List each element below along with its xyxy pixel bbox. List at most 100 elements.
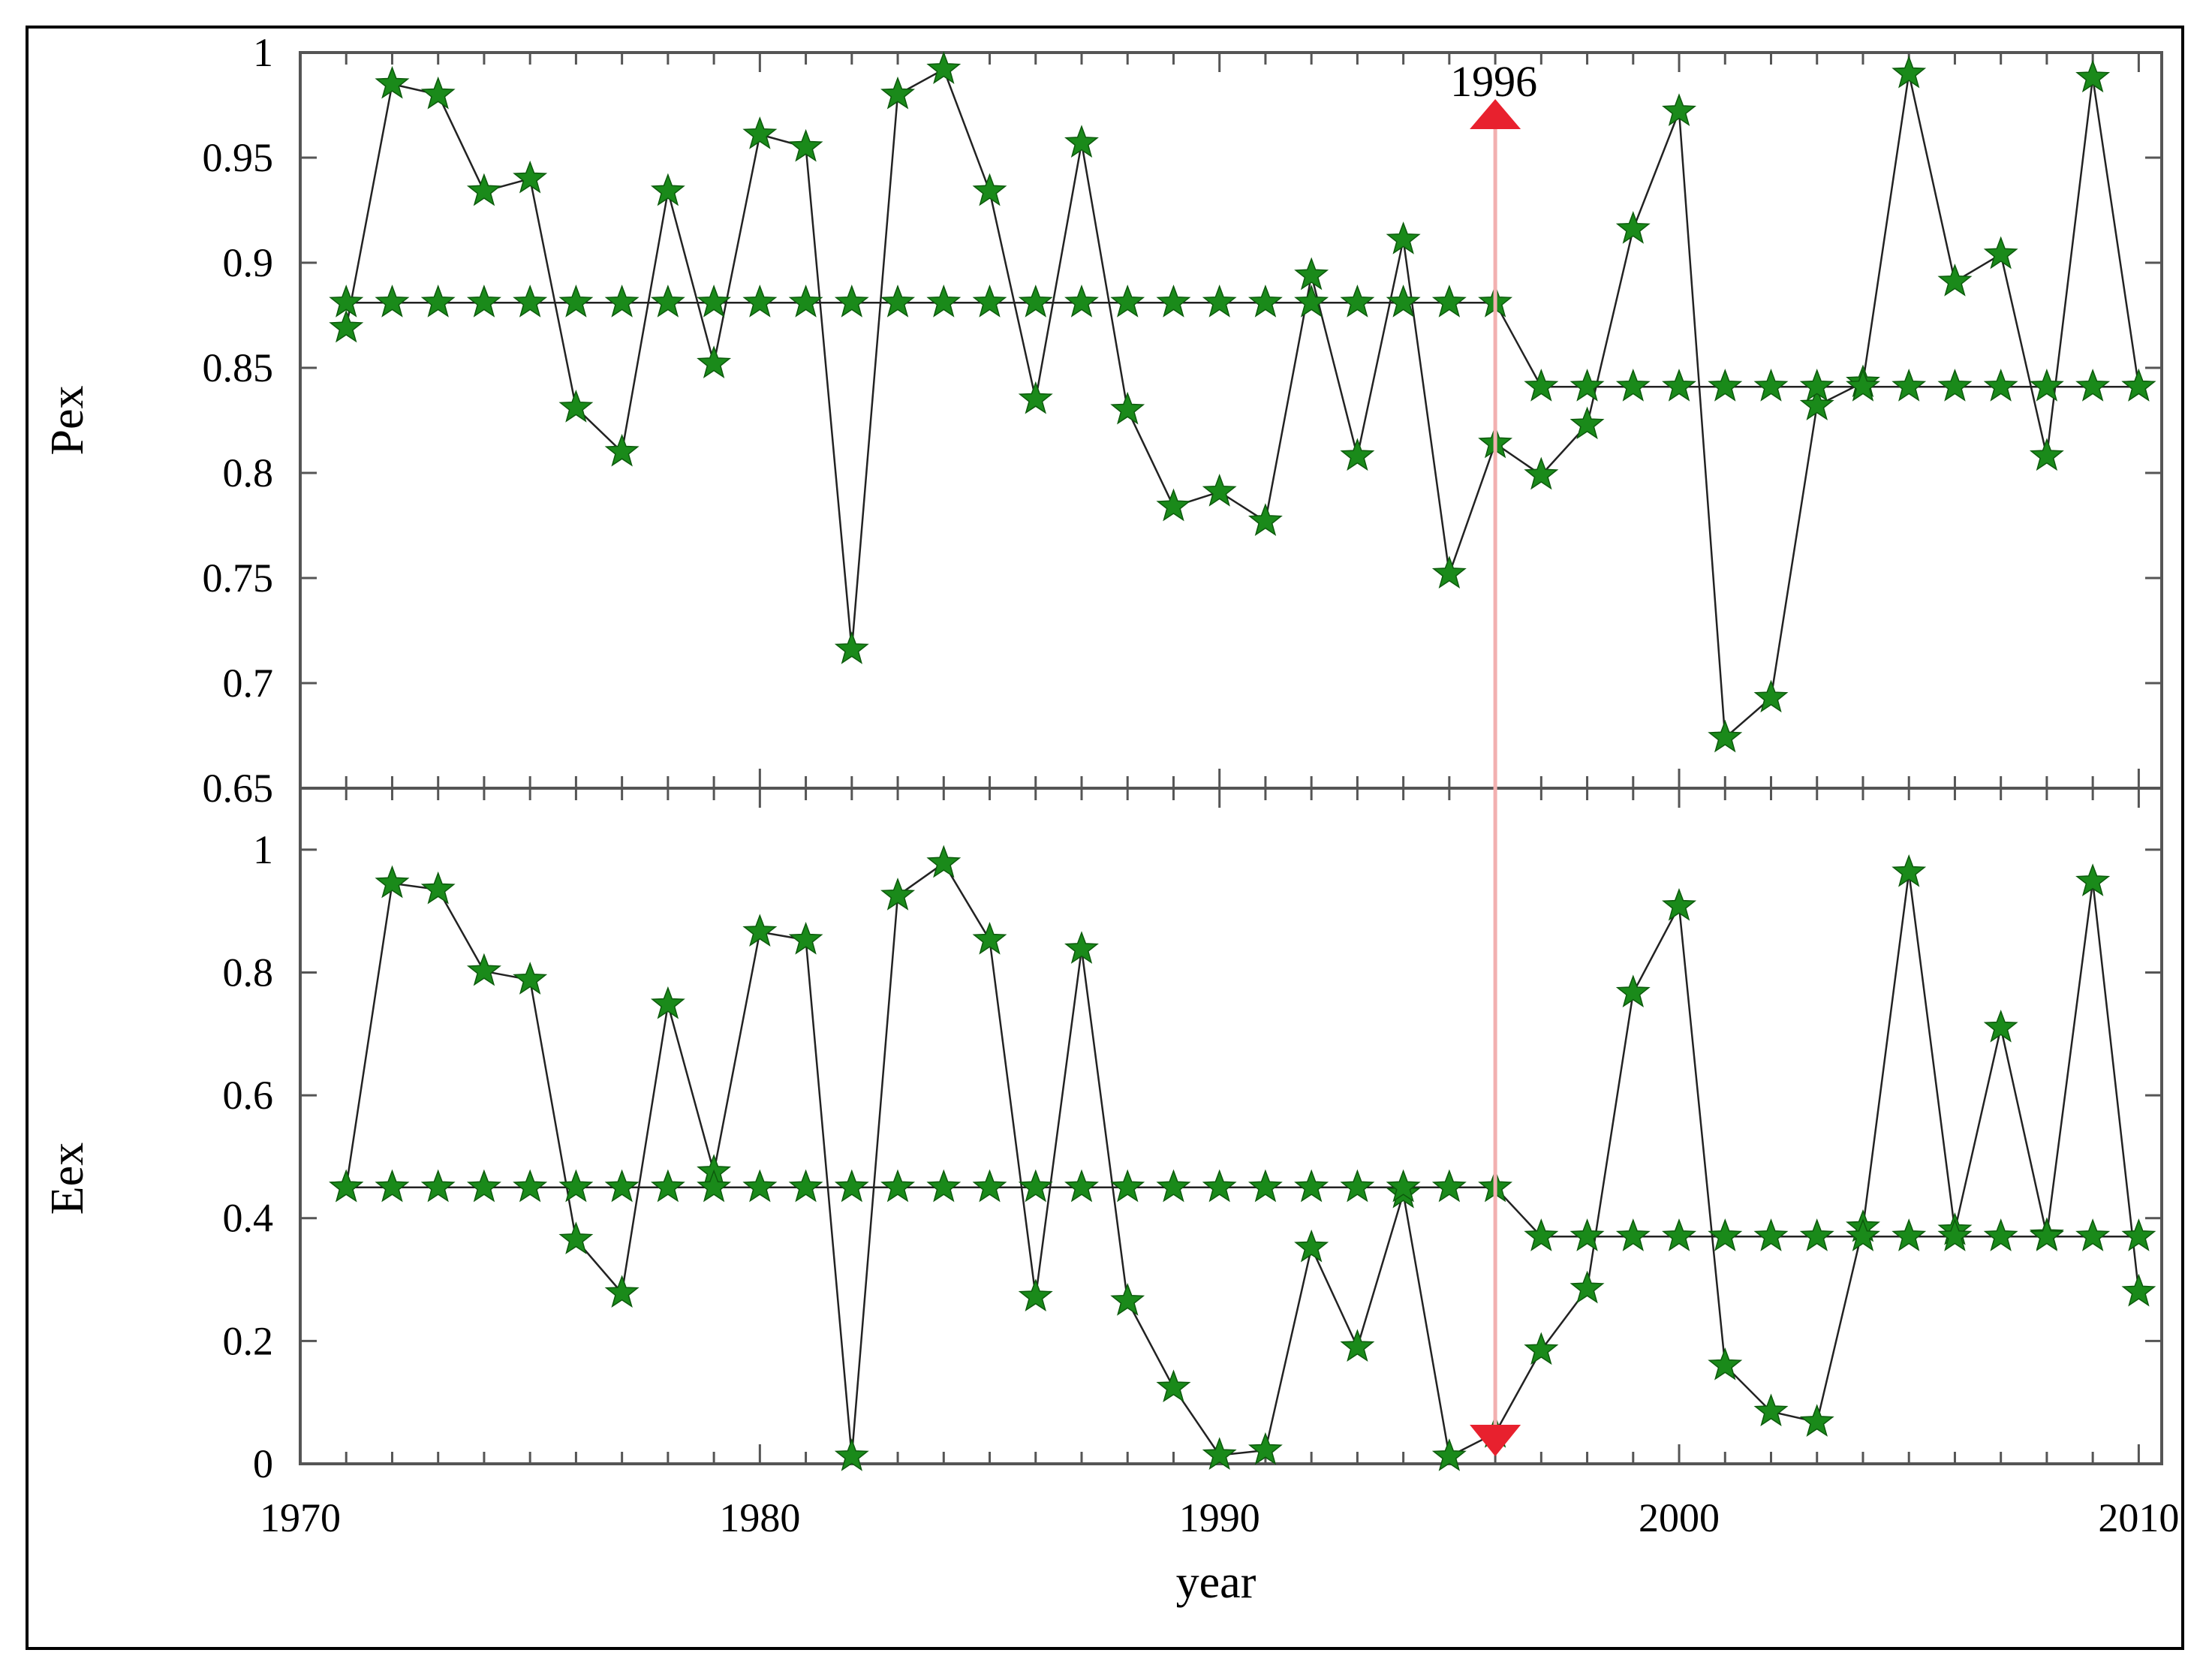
- data-point: [604, 1275, 640, 1308]
- data-point: [1662, 887, 1697, 921]
- data-point: [1340, 438, 1375, 471]
- data-point: [2121, 369, 2156, 402]
- data-point: [1891, 55, 1927, 89]
- data-point: [1937, 369, 1973, 402]
- x-tick-label: 1980: [719, 1495, 800, 1540]
- data-point: [1386, 285, 1421, 318]
- data-point: [742, 1169, 778, 1203]
- bottom-y-axis-label: Eex: [42, 1143, 93, 1215]
- y-tick-label: 0.8: [223, 450, 274, 495]
- data-point: [2075, 369, 2111, 402]
- data-point: [1064, 931, 1099, 964]
- data-point: [1064, 125, 1099, 158]
- data-point: [1569, 1218, 1605, 1251]
- data-point: [880, 1169, 916, 1203]
- data-point: [2075, 1218, 2111, 1251]
- data-point: [375, 285, 410, 318]
- y-tick-label: 0.65: [203, 766, 274, 811]
- data-point: [1202, 474, 1237, 507]
- y-tick-label: 0.2: [223, 1318, 274, 1363]
- data-point: [375, 865, 410, 899]
- data-point: [513, 962, 548, 995]
- data-point: [650, 1169, 685, 1203]
- data-point: [375, 1169, 410, 1203]
- data-point: [1294, 1229, 1329, 1263]
- data-point: [466, 173, 501, 206]
- data-point: [1247, 1169, 1283, 1203]
- series-line-2: [346, 1186, 2139, 1238]
- data-point: [972, 921, 1007, 955]
- data-point: [1615, 211, 1651, 244]
- data-point: [604, 1169, 640, 1203]
- data-point: [1386, 1169, 1421, 1203]
- data-point: [1156, 1369, 1191, 1403]
- data-point: [1064, 285, 1099, 318]
- data-point: [420, 285, 456, 318]
- series-line-1: [345, 68, 2140, 740]
- data-point: [1708, 719, 1743, 753]
- data-point: [1891, 854, 1927, 887]
- data-point: [1569, 369, 1605, 402]
- data-point: [329, 309, 364, 343]
- data-point: [1891, 1218, 1927, 1251]
- data-point: [1202, 1169, 1237, 1203]
- data-point: [1615, 974, 1651, 1008]
- data-point: [788, 1169, 823, 1203]
- data-point: [788, 285, 823, 318]
- data-point: [1753, 1218, 1789, 1251]
- data-point: [558, 390, 594, 423]
- data-point: [1110, 1283, 1145, 1316]
- data-point: [742, 285, 778, 318]
- data-point: [1662, 1218, 1697, 1251]
- data-point: [1156, 285, 1191, 318]
- data-point: [1247, 1432, 1283, 1465]
- data-point: [1294, 285, 1329, 318]
- data-point: [604, 433, 640, 467]
- data-point: [834, 1169, 869, 1203]
- y-tick-label: 0.6: [223, 1073, 274, 1118]
- data-point: [742, 914, 778, 947]
- x-tick-label: 2000: [1639, 1495, 1720, 1540]
- x-tick-label: 1970: [260, 1495, 341, 1540]
- data-point: [1799, 1218, 1834, 1251]
- bottom-y-tick-labels: 0 0.2 0.4 0.6 0.8 1: [223, 827, 274, 1486]
- data-point: [742, 116, 778, 149]
- y-tick-label: 1: [253, 30, 273, 75]
- data-point: [650, 986, 685, 1019]
- y-tick-label: 0.4: [223, 1196, 274, 1241]
- data-point: [1937, 263, 1973, 297]
- data-point: [2029, 438, 2064, 471]
- y-tick-label: 1: [253, 827, 273, 872]
- data-point: [2029, 1218, 2064, 1251]
- data-point: [420, 1169, 456, 1203]
- data-point: [2121, 1218, 2156, 1251]
- data-point: [972, 1169, 1007, 1203]
- data-point: [1247, 503, 1283, 536]
- data-point: [926, 285, 962, 318]
- data-point: [880, 285, 916, 318]
- y-tick-label: 0.85: [203, 345, 274, 390]
- data-point: [1202, 1437, 1237, 1471]
- data-point: [1983, 369, 2018, 402]
- figure-border: [26, 26, 2184, 1650]
- data-point: [1247, 285, 1283, 318]
- data-point: [466, 953, 501, 986]
- x-tick-labels: 1970 1980 1990 2000 2010: [260, 1495, 2179, 1540]
- top-ticks: [299, 51, 2162, 790]
- data-point: [1431, 1169, 1467, 1203]
- data-point: [1018, 285, 1053, 318]
- data-point: [926, 51, 962, 84]
- arrow-down-icon: [1470, 1425, 1521, 1456]
- data-point: [466, 1169, 501, 1203]
- data-point: [1753, 679, 1789, 713]
- y-tick-label: 0: [253, 1441, 273, 1486]
- series-line-1: [345, 861, 2140, 1459]
- data-point: [880, 76, 916, 110]
- data-point: [558, 1169, 594, 1203]
- data-point: [1708, 1347, 1743, 1380]
- data-point: [1662, 93, 1697, 126]
- data-point: [1708, 369, 1743, 402]
- data-point: [1431, 1438, 1467, 1471]
- data-point: [1662, 369, 1697, 402]
